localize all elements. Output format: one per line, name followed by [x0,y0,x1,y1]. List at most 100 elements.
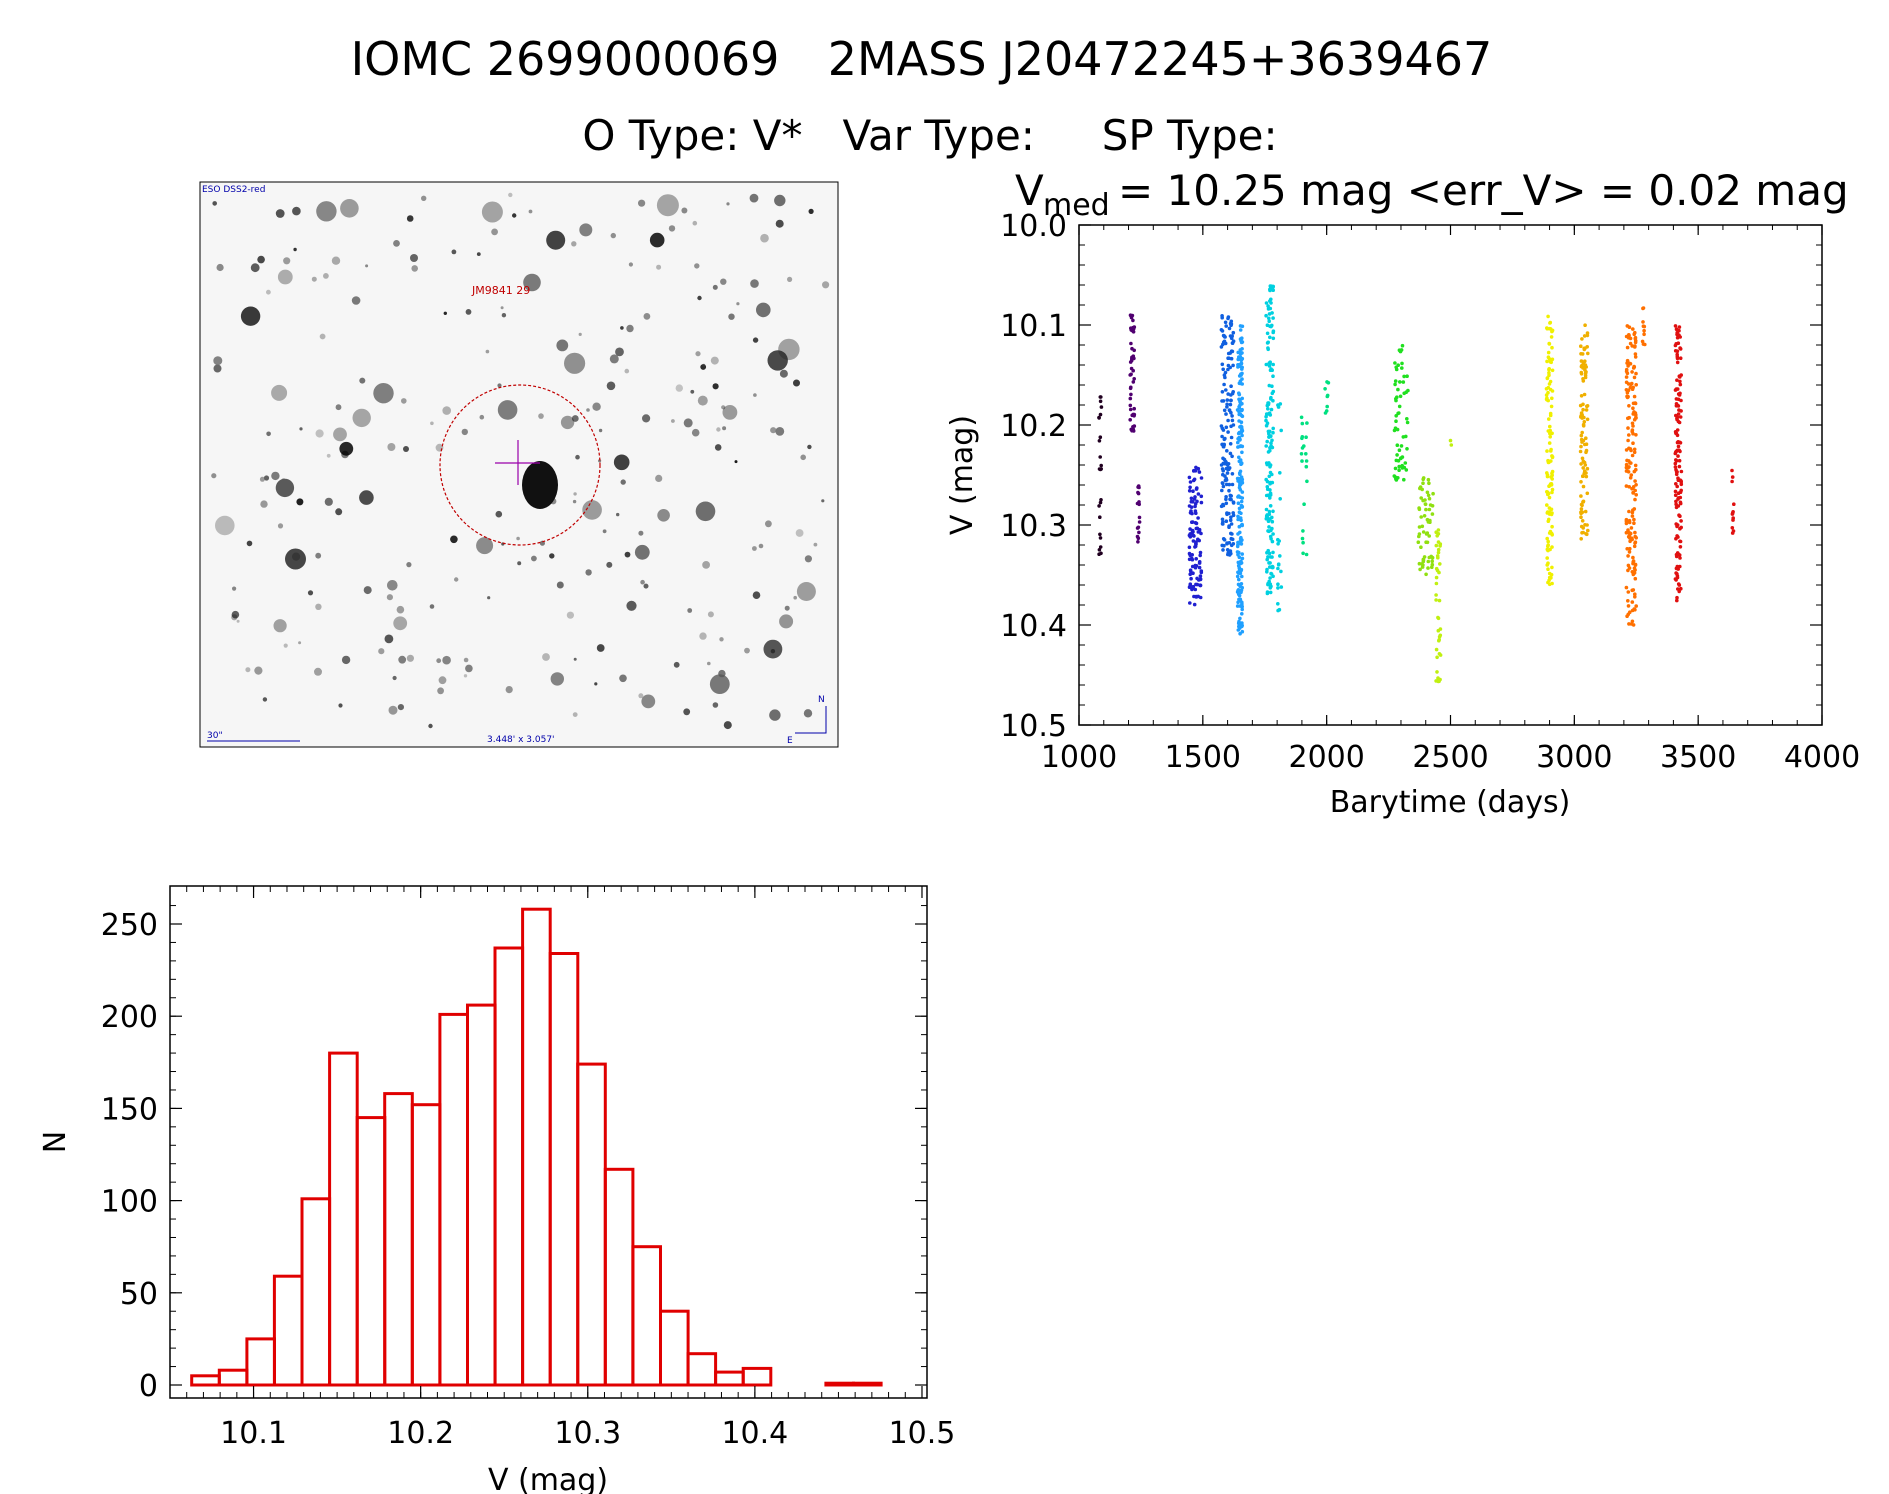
lc-point [1240,574,1244,579]
star [800,454,806,461]
lc-point [1277,607,1282,612]
lc-point [1397,448,1402,453]
star [410,254,418,262]
lc-point [1545,473,1550,477]
star [211,473,217,479]
lc-point [1677,589,1681,594]
lc-point [1678,415,1683,419]
lc-point [1187,489,1192,493]
lc-point [1625,345,1630,350]
lc-point [1193,565,1198,570]
lc-point [1225,402,1229,407]
lc-point [1266,518,1271,522]
star [436,658,442,664]
lc-point [1642,332,1646,337]
lc-point [1238,530,1242,535]
lc-point [1268,565,1272,569]
star [813,542,818,547]
lc-point [1231,542,1236,546]
star [393,616,408,631]
lc-point [1237,506,1242,511]
lc-point [1399,444,1404,448]
lc-point [1229,323,1233,328]
lc-point [1630,421,1635,426]
lc-point [1585,404,1590,408]
lc-point [1678,545,1683,549]
lc-point [1679,482,1684,487]
lc-point [1224,495,1228,499]
lc-point [1267,312,1272,316]
lc-point [1225,449,1229,453]
lc-point [1580,337,1584,341]
lc-point [1222,339,1227,344]
star [578,332,582,336]
lc-point [1196,492,1201,496]
lc-point [1434,543,1439,548]
lc-point [1198,574,1203,578]
star [231,610,240,619]
lc-y-tick-label: 10.4 [1000,609,1067,644]
lc-point [1240,523,1244,528]
lc-point [1679,525,1683,530]
lc-point [1236,582,1241,587]
lc-point [1230,454,1234,459]
lc-point [1548,431,1552,436]
lc-point [1392,474,1397,478]
lc-point [1405,447,1409,451]
hist-bar [410,1103,442,1387]
lc-point [1544,397,1549,402]
lc-point [1264,301,1269,305]
star [572,712,578,717]
hist-bar [355,1116,387,1387]
star [341,450,349,459]
lc-point [1299,452,1304,456]
lc-point [1550,545,1554,549]
star [476,252,481,256]
lc-point [1237,430,1242,435]
lc-point [1633,463,1638,468]
lc-point [1626,364,1630,368]
lc-point [1229,435,1234,440]
star [271,471,280,481]
lc-point [1673,349,1678,353]
lc-point [1398,394,1403,399]
star [793,595,797,600]
lc-point [1237,459,1242,464]
lc-point [1630,600,1635,604]
lc-point [1264,414,1268,419]
lc-point [1199,494,1204,499]
lc-point [1400,366,1404,370]
lc-point [1675,564,1680,569]
star [397,704,404,711]
lc-point [1579,480,1583,484]
star [821,499,825,503]
star [634,544,650,560]
lc-point [1435,655,1439,660]
lc-x-tick-label: 1000 [1041,740,1117,775]
star [451,249,457,255]
lc-point [1305,421,1309,425]
lc-point [1418,567,1422,572]
star [796,582,816,601]
lc-y-tick-label: 10.1 [1000,309,1067,344]
star [363,586,372,595]
lc-point [1137,515,1142,520]
star [497,400,518,420]
lc-point [1224,482,1229,487]
lc-point [1678,539,1682,544]
star [683,418,693,428]
lc-point [1394,367,1399,372]
lc-point [1545,326,1549,330]
lc-point [1279,585,1284,589]
star [292,206,301,216]
hist-y-tick-label: 200 [101,1000,158,1035]
lc-point [1199,500,1204,505]
star [465,664,473,673]
star [487,596,491,600]
lc-point [1239,361,1244,366]
lc-point [1424,507,1428,512]
lc-point [1678,375,1682,379]
lc-point [1229,336,1234,341]
lc-point [1630,429,1634,434]
lc-point [1628,461,1632,465]
